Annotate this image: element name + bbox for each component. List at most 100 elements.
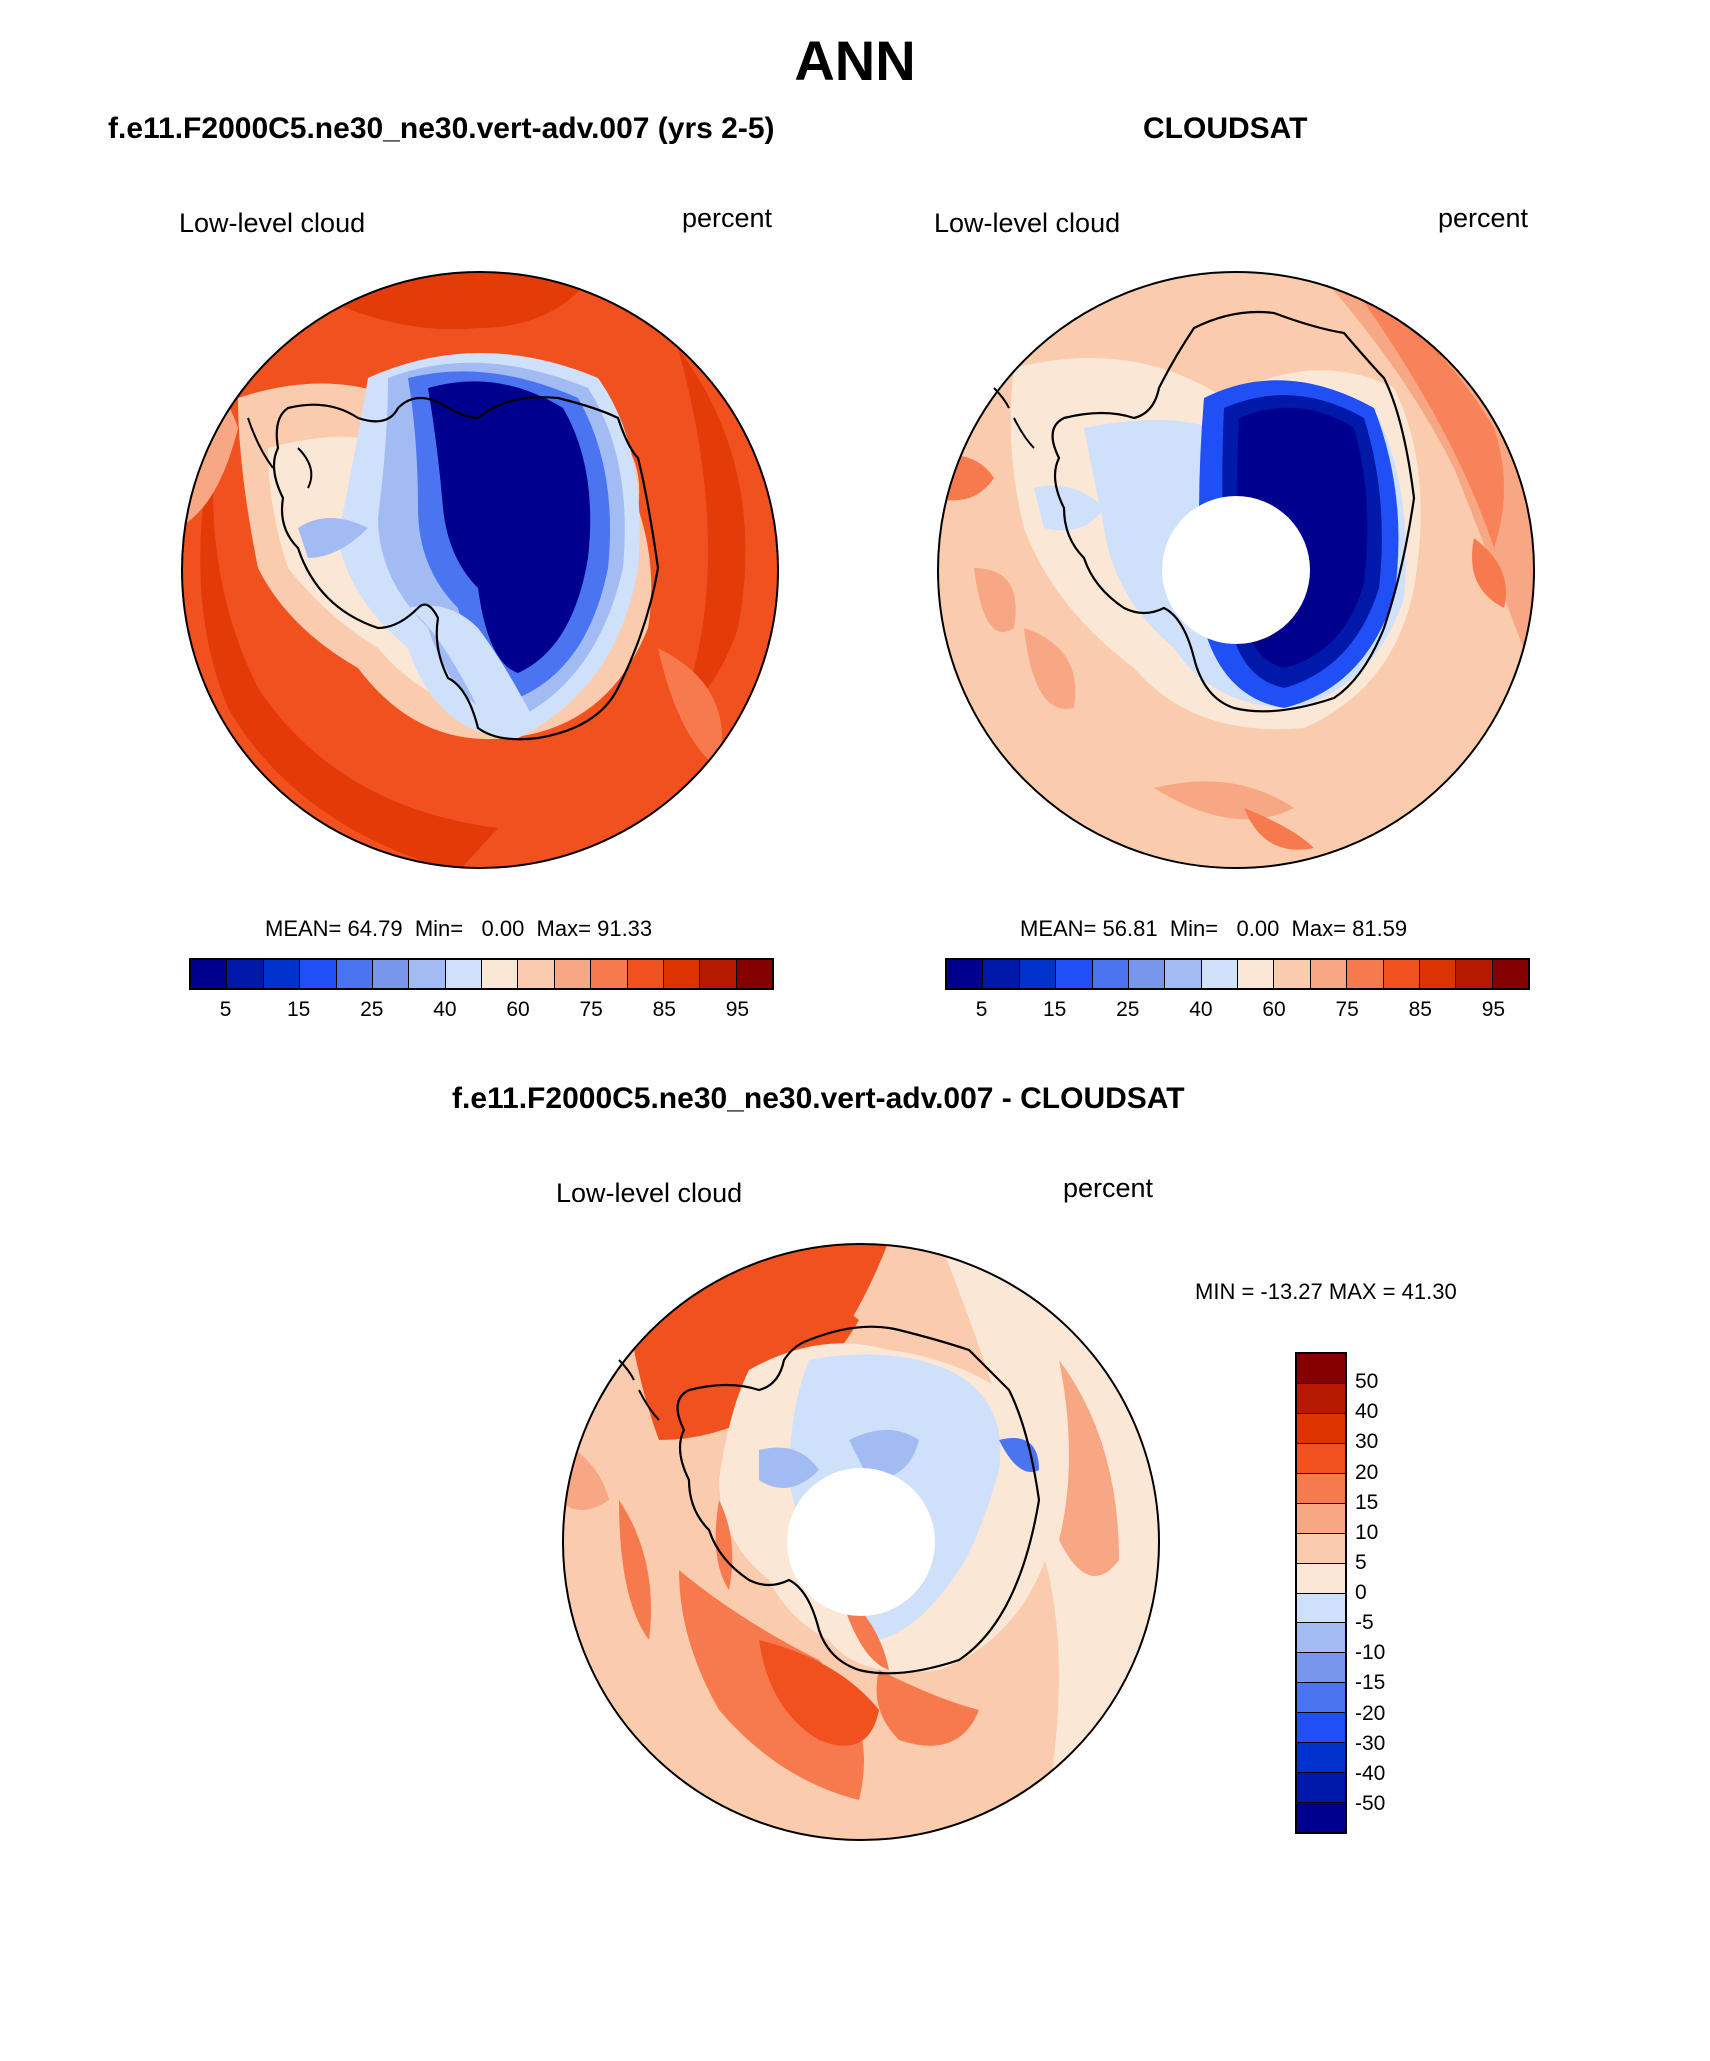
colorbar-swatch [1165, 960, 1202, 988]
colorbar-swatch [336, 960, 373, 988]
diff-variable: Low-level cloud [556, 1178, 743, 1208]
colorbar-swatch [1297, 1803, 1345, 1832]
colorbar-tick-label: 15 [1043, 998, 1067, 1021]
colorbar-swatch [1297, 1593, 1345, 1624]
colorbar-tick-label: 75 [1335, 998, 1359, 1021]
panel-2-title: CLOUDSAT [1143, 112, 1308, 145]
diff-colorbar [1295, 1352, 1347, 1834]
colorbar-swatch [263, 960, 301, 988]
colorbar-tick-label: 95 [1481, 998, 1506, 1021]
colorbar-tick-label: 95 [725, 998, 750, 1021]
colorbar-swatch [1297, 1354, 1345, 1384]
colorbar-swatch [1238, 960, 1275, 988]
panel-2-colorbar-ticks: 5 15 25 40 60 75 85 95 [945, 998, 1530, 1028]
colorbar-tick-label: 40 [1355, 1400, 1379, 1424]
colorbar-swatch [947, 960, 984, 988]
colorbar-swatch [1201, 960, 1238, 988]
colorbar-tick-label: 15 [287, 998, 311, 1021]
colorbar-swatch [1297, 1413, 1345, 1444]
colorbar-swatch [627, 960, 664, 988]
panel-1-stats: MEAN= 64.79 Min= 0.00 Max= 91.33 [265, 916, 653, 941]
colorbar-swatch [1297, 1383, 1345, 1414]
colorbar-tick-label: 5 [1355, 1550, 1367, 1574]
colorbar-tick-label: 60 [1262, 998, 1286, 1021]
colorbar-swatch [1056, 960, 1093, 988]
colorbar-swatch [1297, 1683, 1345, 1714]
colorbar-swatch [482, 960, 519, 988]
colorbar-swatch [1297, 1503, 1345, 1534]
colorbar-swatch [736, 960, 772, 988]
colorbar-swatch [227, 960, 264, 988]
diff-minmax: MIN = -13.27 MAX = 41.30 [1195, 1279, 1457, 1304]
colorbar-tick-label: 30 [1355, 1430, 1379, 1454]
colorbar-tick-label: -15 [1355, 1671, 1386, 1695]
colorbar-swatch [1456, 960, 1493, 988]
colorbar-tick-label: 85 [652, 998, 676, 1021]
colorbar-tick-label: -20 [1355, 1701, 1386, 1725]
colorbar-swatch [1297, 1743, 1345, 1774]
colorbar-swatch [1492, 960, 1528, 988]
panel-1-units: percent [682, 203, 773, 233]
colorbar-swatch [663, 960, 701, 988]
colorbar-swatch [1297, 1713, 1345, 1744]
panel-1-variable: Low-level cloud [179, 208, 366, 238]
colorbar-swatch [445, 960, 482, 988]
colorbar-tick-label: 20 [1355, 1460, 1379, 1484]
colorbar-tick-label: 40 [1189, 998, 1213, 1021]
panel-1-colorbar [189, 958, 774, 990]
colorbar-swatch [1274, 960, 1311, 988]
colorbar-tick-label: -50 [1355, 1791, 1386, 1815]
panel-2-stats: MEAN= 56.81 Min= 0.00 Max= 81.59 [1020, 916, 1408, 941]
diff-units: percent [1063, 1173, 1154, 1203]
colorbar-tick-label: -5 [1355, 1611, 1374, 1635]
diff-title: f.e11.F2000C5.ne30_ne30.vert-adv.007 - C… [452, 1082, 1185, 1115]
colorbar-swatch [409, 960, 446, 988]
colorbar-tick-label: 40 [433, 998, 457, 1021]
colorbar-tick-label: 5 [219, 998, 232, 1021]
colorbar-swatch [1297, 1533, 1345, 1564]
colorbar-swatch [1310, 960, 1348, 988]
panel-2-variable: Low-level cloud [934, 208, 1121, 238]
colorbar-swatch [1128, 960, 1166, 988]
colorbar-tick-label: 60 [506, 998, 530, 1021]
colorbar-swatch [1297, 1773, 1345, 1804]
diff-polar-map [562, 1243, 1160, 1841]
colorbar-swatch [191, 960, 228, 988]
colorbar-swatch [700, 960, 737, 988]
colorbar-tick-label: 50 [1355, 1370, 1379, 1394]
colorbar-tick-label: -30 [1355, 1731, 1386, 1755]
colorbar-tick-label: -10 [1355, 1641, 1386, 1665]
colorbar-swatch [1019, 960, 1057, 988]
colorbar-swatch [372, 960, 410, 988]
diff-colorbar-ticks: 50 40 30 20 15 10 5 0 -5 -10 -15 -20 -30 -40 -50 [1355, 1352, 1435, 1834]
colorbar-tick-label: -40 [1355, 1761, 1386, 1785]
colorbar-swatch [1297, 1623, 1345, 1654]
colorbar-tick-label: 10 [1355, 1520, 1379, 1544]
page-title: ANN [794, 29, 916, 92]
colorbar-tick-label: 85 [1408, 998, 1432, 1021]
colorbar-swatch [983, 960, 1020, 988]
panel-1-polar-map [181, 271, 779, 869]
panel-1-colorbar-ticks: 5 15 25 40 60 75 85 95 [189, 998, 774, 1028]
colorbar-swatch [300, 960, 337, 988]
colorbar-swatch [518, 960, 555, 988]
colorbar-swatch [1092, 960, 1129, 988]
colorbar-tick-label: 5 [975, 998, 988, 1021]
panel-2-colorbar [945, 958, 1530, 990]
colorbar-swatch [1297, 1473, 1345, 1504]
panel-2-units: percent [1438, 203, 1529, 233]
colorbar-tick-label: 15 [1355, 1490, 1379, 1514]
panel-2-polar-map [937, 271, 1535, 869]
colorbar-swatch [1383, 960, 1420, 988]
colorbar-swatch [1297, 1653, 1345, 1684]
colorbar-tick-label: 25 [1116, 998, 1140, 1021]
colorbar-tick-label: 25 [360, 998, 384, 1021]
colorbar-swatch [1419, 960, 1457, 988]
colorbar-swatch [1347, 960, 1384, 988]
colorbar-swatch [591, 960, 628, 988]
colorbar-swatch [554, 960, 592, 988]
panel-1-title: f.e11.F2000C5.ne30_ne30.vert-adv.007 (yr… [108, 112, 775, 145]
colorbar-tick-label: 75 [579, 998, 603, 1021]
colorbar-tick-label: 0 [1355, 1581, 1367, 1604]
colorbar-swatch [1297, 1563, 1345, 1594]
